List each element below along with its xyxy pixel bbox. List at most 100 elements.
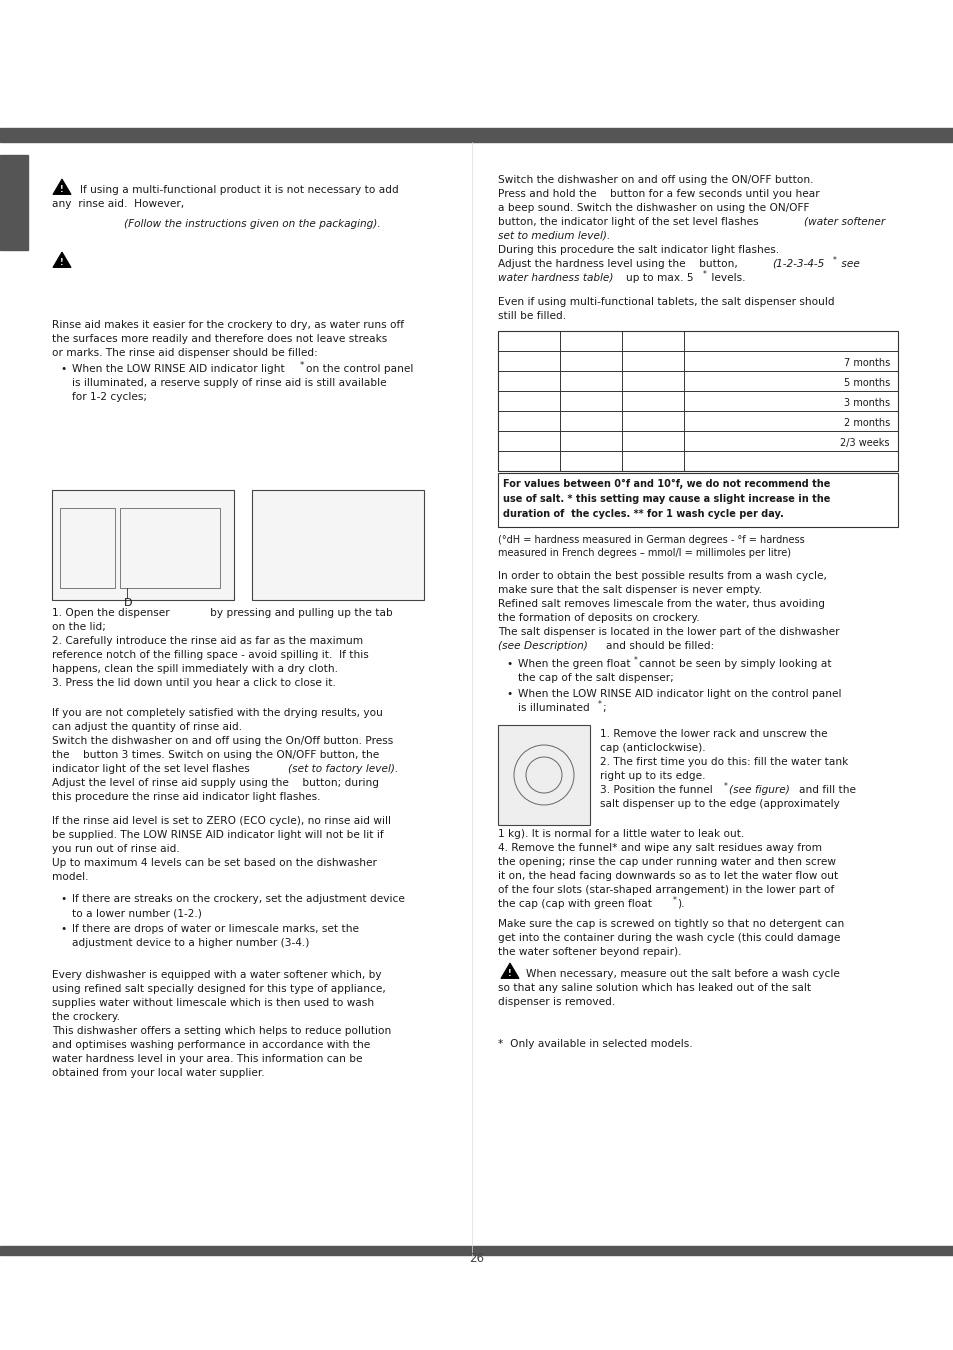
Text: you run out of rinse aid.: you run out of rinse aid. (52, 844, 179, 855)
Text: 1 kg). It is normal for a little water to leak out.: 1 kg). It is normal for a little water t… (497, 829, 743, 838)
Text: and should be filled:: and should be filled: (605, 641, 714, 651)
Text: right up to its edge.: right up to its edge. (599, 771, 705, 782)
Text: up to max. 5: up to max. 5 (625, 273, 693, 284)
Text: Refined salt removes limescale from the water, thus avoiding: Refined salt removes limescale from the … (497, 599, 824, 609)
Text: If there are streaks on the crockery, set the adjustment device: If there are streaks on the crockery, se… (71, 894, 404, 904)
Text: *: * (832, 256, 836, 265)
Text: Switch the dishwasher on and off using the ON/OFF button.: Switch the dishwasher on and off using t… (497, 176, 813, 185)
Text: (water softener: (water softener (803, 217, 884, 227)
Text: If using a multi-functional product it is not necessary to add: If using a multi-functional product it i… (80, 185, 398, 194)
Text: In order to obtain the best possible results from a wash cycle,: In order to obtain the best possible res… (497, 571, 826, 580)
Text: During this procedure the salt indicator light flashes.: During this procedure the salt indicator… (497, 244, 779, 255)
Text: duration of  the cycles. ** for 1 wash cycle per day.: duration of the cycles. ** for 1 wash cy… (502, 509, 783, 518)
Text: using refined salt specially designed for this type of appliance,: using refined salt specially designed fo… (52, 984, 385, 994)
Text: get into the container during the wash cycle (this could damage: get into the container during the wash c… (497, 933, 840, 944)
Text: (1-2-3-4-5: (1-2-3-4-5 (771, 259, 823, 269)
Text: water hardness table): water hardness table) (497, 273, 613, 284)
Text: Every dishwasher is equipped with a water softener which, by: Every dishwasher is equipped with a wate… (52, 971, 381, 980)
Text: cap (anticlockwise).: cap (anticlockwise). (599, 743, 705, 753)
Bar (0, 1246, 953, 1256)
Text: adjustment device to a higher number (3-4.): adjustment device to a higher number (3-… (71, 938, 309, 948)
Text: water hardness level in your area. This information can be: water hardness level in your area. This … (52, 1054, 362, 1064)
Text: *: * (598, 701, 601, 709)
Text: When the green float: When the green float (517, 659, 630, 670)
Text: set to medium level).: set to medium level). (497, 231, 610, 242)
Text: obtained from your local water supplier.: obtained from your local water supplier. (52, 1068, 264, 1079)
Text: the cap of the salt dispenser;: the cap of the salt dispenser; (517, 674, 673, 683)
Bar (497, 725, 589, 825)
Text: 3. Position the funnel: 3. Position the funnel (599, 784, 712, 795)
Text: indicator light of the set level flashes: indicator light of the set level flashes (52, 764, 250, 774)
Text: *: * (723, 782, 727, 791)
Text: *  Only available in selected models.: * Only available in selected models. (497, 1040, 692, 1049)
Text: •: • (60, 923, 66, 934)
Text: ;: ; (601, 703, 605, 713)
Text: (see figure): (see figure) (728, 784, 789, 795)
Text: or marks. The rinse aid dispenser should be filled:: or marks. The rinse aid dispenser should… (52, 348, 317, 358)
Text: For values between 0°f and 10°f, we do not recommend the: For values between 0°f and 10°f, we do n… (502, 479, 829, 489)
Text: the    button 3 times. Switch on using the ON/OFF button, the: the button 3 times. Switch on using the … (52, 751, 379, 760)
Text: 1. Open the dispenser: 1. Open the dispenser (52, 608, 170, 618)
Text: *: * (672, 896, 677, 905)
Polygon shape (53, 180, 71, 194)
Text: the opening; rinse the cap under running water and then screw: the opening; rinse the cap under running… (497, 857, 835, 867)
Text: to a lower number (1-2.): to a lower number (1-2.) (71, 909, 202, 918)
Text: This dishwasher offers a setting which helps to reduce pollution: This dishwasher offers a setting which h… (52, 1026, 391, 1035)
Text: this procedure the rinse aid indicator light flashes.: this procedure the rinse aid indicator l… (52, 792, 320, 802)
Text: When the LOW RINSE AID indicator light on the control panel: When the LOW RINSE AID indicator light o… (517, 688, 841, 699)
Bar (252, 490, 423, 599)
Text: 2 months: 2 months (842, 418, 889, 428)
Bar (60, 508, 115, 589)
Text: 1. Remove the lower rack and unscrew the: 1. Remove the lower rack and unscrew the (599, 729, 827, 738)
Text: !: ! (60, 258, 64, 267)
Text: supplies water without limescale which is then used to wash: supplies water without limescale which i… (52, 998, 374, 1008)
Text: (Follow the instructions given on the packaging).: (Follow the instructions given on the pa… (124, 219, 380, 230)
Text: the formation of deposits on crockery.: the formation of deposits on crockery. (497, 613, 699, 622)
Text: of the four slots (star-shaped arrangement) in the lower part of: of the four slots (star-shaped arrangeme… (497, 886, 833, 895)
Bar (0, 155, 28, 250)
Text: *: * (702, 270, 706, 279)
Text: it on, the head facing downwards so as to let the water flow out: it on, the head facing downwards so as t… (497, 871, 838, 882)
Text: •: • (60, 364, 66, 374)
Text: so that any saline solution which has leaked out of the salt: so that any saline solution which has le… (497, 983, 810, 994)
Text: 26: 26 (469, 1251, 484, 1265)
Text: is illuminated: is illuminated (517, 703, 589, 713)
Text: by pressing and pulling up the tab: by pressing and pulling up the tab (200, 608, 393, 618)
Text: Adjust the hardness level using the    button,: Adjust the hardness level using the butt… (497, 259, 737, 269)
Text: Rinse aid makes it easier for the crockery to dry, as water runs off: Rinse aid makes it easier for the crocke… (52, 320, 403, 329)
Text: (set to factory level).: (set to factory level). (288, 764, 398, 774)
Text: 2/3 weeks: 2/3 weeks (840, 439, 889, 448)
Text: If there are drops of water or limescale marks, set the: If there are drops of water or limescale… (71, 923, 358, 934)
Text: !: ! (508, 969, 511, 977)
Text: If you are not completely satisfied with the drying results, you: If you are not completely satisfied with… (52, 707, 382, 718)
Text: Switch the dishwasher on and off using the On/Off button. Press: Switch the dishwasher on and off using t… (52, 736, 393, 747)
Text: ).: ). (677, 899, 684, 909)
Text: is illuminated, a reserve supply of rinse aid is still available: is illuminated, a reserve supply of rins… (71, 378, 386, 387)
Text: *: * (299, 360, 304, 370)
Text: model.: model. (52, 872, 89, 882)
Text: button, the indicator light of the set level flashes: button, the indicator light of the set l… (497, 217, 758, 227)
Text: •: • (505, 688, 512, 699)
Bar (0, 128, 953, 142)
Text: and fill the: and fill the (799, 784, 855, 795)
Text: Even if using multi-functional tablets, the salt dispenser should: Even if using multi-functional tablets, … (497, 297, 834, 306)
Text: When necessary, measure out the salt before a wash cycle: When necessary, measure out the salt bef… (525, 969, 839, 979)
Text: (°dH = hardness measured in German degrees - °f = hardness: (°dH = hardness measured in German degre… (497, 535, 804, 545)
Text: still be filled.: still be filled. (497, 310, 565, 321)
Text: levels.: levels. (707, 273, 744, 284)
Text: reference notch of the filling space - avoid spilling it.  If this: reference notch of the filling space - a… (52, 649, 369, 660)
Text: a beep sound. Switch the dishwasher on using the ON/OFF: a beep sound. Switch the dishwasher on u… (497, 202, 809, 213)
Text: the cap (cap with green float: the cap (cap with green float (497, 899, 651, 909)
Text: D: D (124, 598, 132, 608)
Text: *: * (634, 656, 638, 666)
Text: 7 months: 7 months (842, 358, 889, 369)
Text: When the LOW RINSE AID indicator light: When the LOW RINSE AID indicator light (71, 364, 284, 374)
Text: the surfaces more readily and therefore does not leave streaks: the surfaces more readily and therefore … (52, 333, 387, 344)
Text: If the rinse aid level is set to ZERO (ECO cycle), no rinse aid will: If the rinse aid level is set to ZERO (E… (52, 815, 391, 826)
Text: on the control panel: on the control panel (306, 364, 413, 374)
Text: dispenser is removed.: dispenser is removed. (497, 998, 615, 1007)
Text: can adjust the quantity of rinse aid.: can adjust the quantity of rinse aid. (52, 722, 242, 732)
Text: The salt dispenser is located in the lower part of the dishwasher: The salt dispenser is located in the low… (497, 626, 839, 637)
Text: make sure that the salt dispenser is never empty.: make sure that the salt dispenser is nev… (497, 585, 761, 595)
Text: 3 months: 3 months (843, 398, 889, 409)
